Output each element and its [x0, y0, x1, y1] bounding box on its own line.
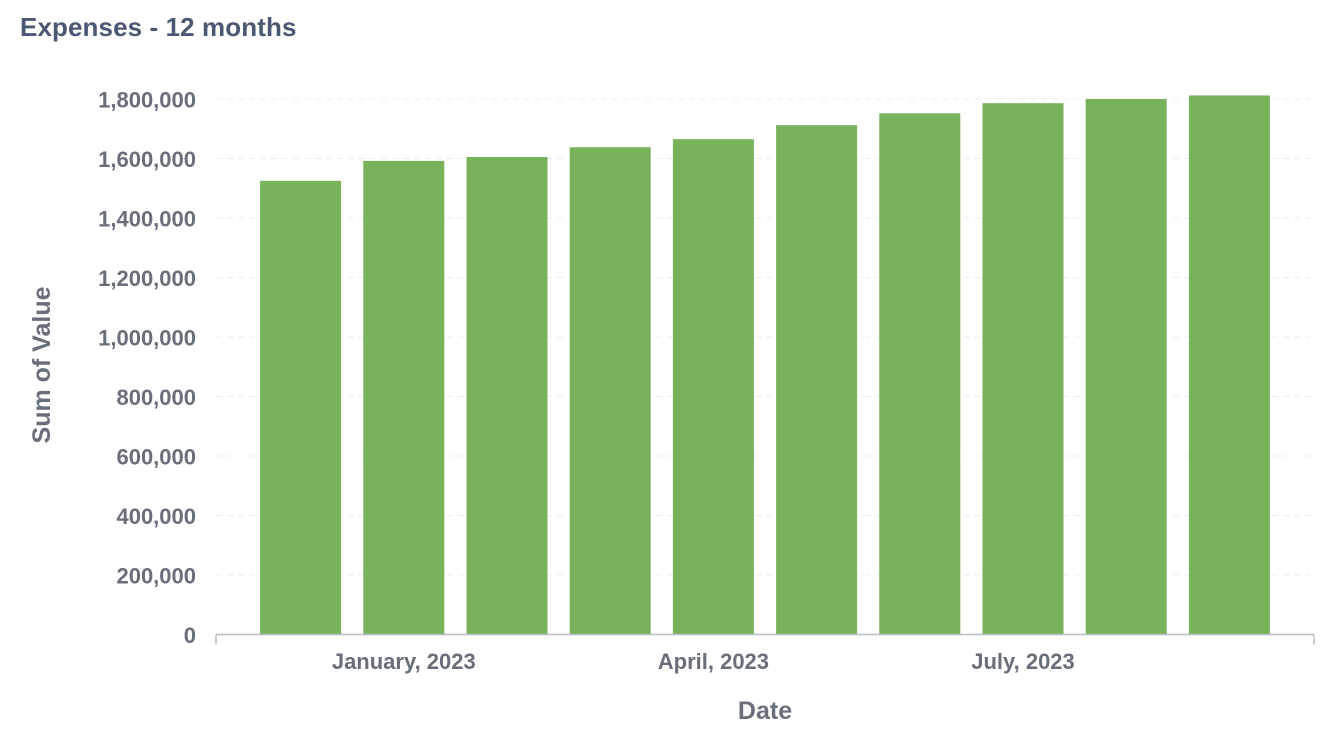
- bar[interactable]: [260, 180, 342, 635]
- bars: [260, 95, 1270, 635]
- x-axis-label: Date: [738, 697, 792, 725]
- bar[interactable]: [672, 139, 754, 635]
- x-tick-label: April, 2023: [658, 649, 769, 674]
- bar[interactable]: [982, 103, 1064, 635]
- y-tick-label: 400,000: [116, 504, 196, 529]
- bar[interactable]: [776, 125, 858, 635]
- y-tick-label: 1,000,000: [98, 326, 196, 351]
- bar[interactable]: [1085, 99, 1167, 635]
- x-tick-label: July, 2023: [971, 649, 1075, 674]
- y-tick-label: 1,600,000: [98, 147, 196, 172]
- y-tick-label: 1,400,000: [98, 207, 196, 232]
- y-tick-label: 1,800,000: [98, 88, 196, 113]
- bar[interactable]: [363, 160, 445, 635]
- y-axis: 0 200,000 400,000 600,000 800,000 1,000,000 1,…: [98, 88, 196, 649]
- x-tick-label: January, 2023: [332, 649, 476, 674]
- y-tick-label: 1,200,000: [98, 266, 196, 291]
- y-axis-label: Sum of Value: [28, 286, 56, 443]
- bar[interactable]: [879, 113, 961, 635]
- bar[interactable]: [466, 157, 548, 635]
- y-tick-label: 600,000: [116, 445, 196, 470]
- chart-title[interactable]: Expenses - 12 months: [20, 12, 297, 42]
- bar[interactable]: [1188, 95, 1270, 635]
- y-tick-label: 0: [184, 623, 196, 648]
- y-tick-label: 800,000: [116, 385, 196, 410]
- y-tick-label: 200,000: [116, 564, 196, 589]
- bar[interactable]: [569, 147, 651, 635]
- x-axis: January, 2023 April, 2023 July, 2023: [215, 633, 1315, 674]
